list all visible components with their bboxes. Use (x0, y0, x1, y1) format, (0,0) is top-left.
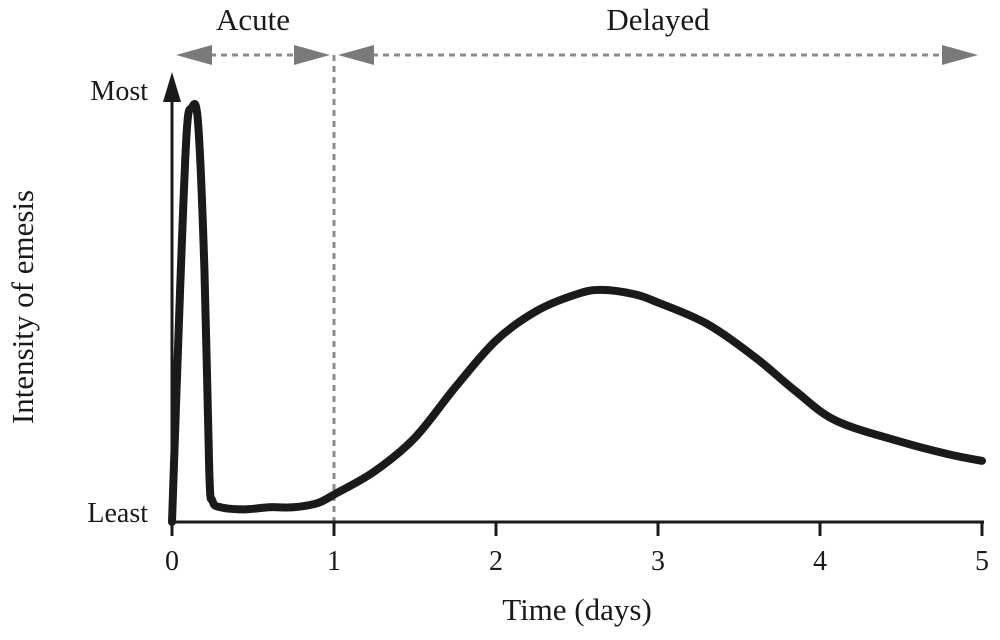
arrow-right-icon (294, 45, 330, 65)
y-axis-title: Intensity of emesis (5, 190, 40, 424)
phase-range-arrows (176, 45, 978, 65)
y-axis-arrowhead-icon (163, 72, 181, 102)
x-axis-title: Time (days) (502, 592, 652, 627)
y-tick-label-most: Most (90, 76, 148, 107)
x-tick-label: 2 (489, 546, 503, 577)
x-tick-label: 3 (651, 546, 665, 577)
phase-label-acute: Acute (216, 2, 290, 37)
x-tick-label: 0 (165, 546, 179, 577)
y-tick-label-least: Least (87, 498, 148, 529)
x-tick-label: 4 (813, 546, 827, 577)
phase-label-delayed: Delayed (606, 2, 710, 37)
arrow-left-icon (338, 45, 374, 65)
x-tick-label: 1 (327, 546, 341, 577)
emesis-intensity-line (168, 99, 986, 526)
arrow-right-icon (942, 45, 978, 65)
x-axis-ticks: 0 1 2 3 4 5 (165, 522, 989, 577)
arrow-left-icon (176, 45, 212, 65)
x-tick-label: 5 (975, 546, 989, 577)
